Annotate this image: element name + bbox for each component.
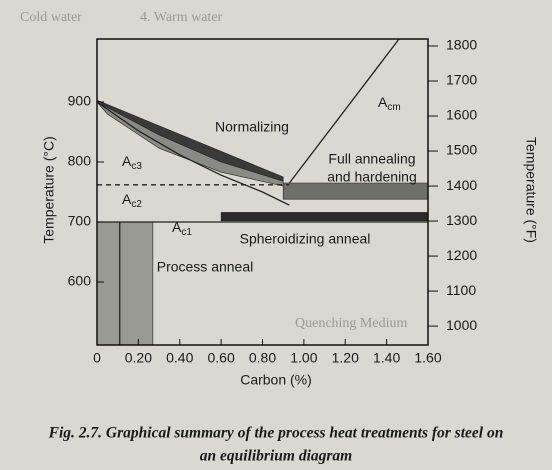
y2-tick-label: 1500 (446, 142, 477, 158)
line-label-main: A (172, 219, 182, 235)
y2-tick-label: 1700 (446, 72, 477, 88)
x-tick-label: 0.40 (166, 350, 193, 366)
region-label: Full annealing (328, 151, 415, 167)
line-label-subscript: c2 (131, 199, 142, 210)
x-tick-label: 0.20 (125, 350, 152, 366)
y-tick-label: 600 (68, 273, 92, 289)
x-tick-label: 0.80 (249, 350, 276, 366)
y2-tick-label: 1800 (446, 37, 477, 53)
background-text: 4. Warm water (140, 10, 223, 25)
region-label: Process anneal (157, 259, 254, 275)
y-tick-label: 900 (68, 93, 92, 109)
x-tick-label: 1.20 (332, 350, 359, 366)
line-label-main: A (378, 94, 388, 110)
background-text: Quenching Medium (295, 316, 407, 331)
y2-tick-label: 1000 (446, 317, 477, 333)
region-label: Spheroidizing anneal (240, 231, 371, 247)
region (96, 221, 154, 346)
line-label-subscript: c1 (181, 227, 192, 238)
phase-line (288, 38, 400, 184)
y-tick-label: 800 (68, 153, 92, 169)
y2-tick-label: 1600 (446, 107, 477, 123)
line-label: Acm (378, 94, 401, 113)
region (282, 182, 429, 200)
y2-tick-label: 1100 (446, 282, 476, 298)
line-label-main: A (122, 153, 132, 169)
y2-axis-label: Temperature (°F) (523, 137, 539, 243)
line-label-subscript: c3 (131, 161, 142, 172)
region (220, 212, 429, 222)
phase-line (96, 101, 290, 206)
line-label: Ac1 (172, 219, 192, 238)
y-axis-label: Temperature (°C) (41, 136, 57, 244)
x-tick-label: 0.60 (208, 350, 235, 366)
caption: Fig. 2.7. Graphical summary of the proce… (48, 425, 504, 442)
y2-tick-label: 1200 (446, 247, 477, 263)
y-tick-label: 700 (68, 213, 92, 229)
x-tick-label: 1.40 (373, 350, 400, 366)
line-label-main: A (122, 191, 132, 207)
x-tick-label: 0 (93, 350, 101, 366)
x-tick-label: 1.60 (414, 350, 441, 366)
x-axis-label: Carbon (%) (240, 372, 312, 388)
line-label-subscript: cm (387, 102, 400, 113)
background-text: Cold water (20, 10, 82, 25)
line-label: Ac3 (122, 153, 142, 172)
y2-tick-label: 1300 (446, 212, 477, 228)
x-tick-label: 1.00 (290, 350, 317, 366)
region-label: and hardening (327, 169, 417, 185)
y2-tick-label: 1400 (446, 177, 477, 193)
line-label: Ac2 (122, 191, 142, 210)
caption: an equilibrium diagram (200, 448, 352, 465)
region-label: Normalizing (215, 119, 289, 135)
